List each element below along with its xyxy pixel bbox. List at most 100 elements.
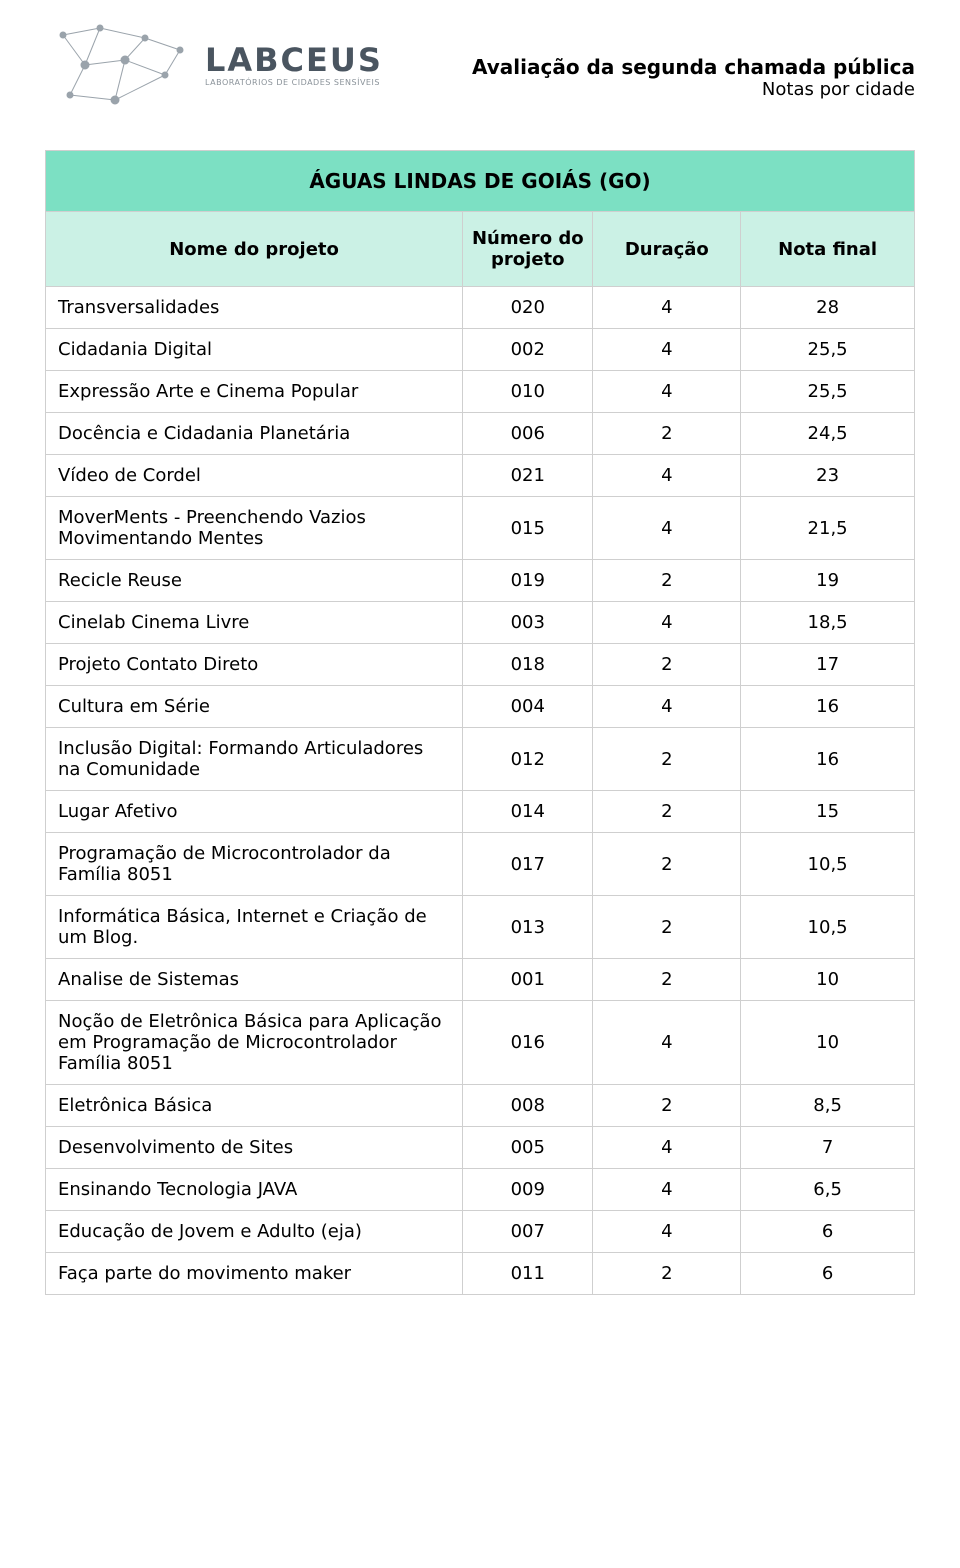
table-row: Expressão Arte e Cinema Popular010425,5 — [46, 371, 915, 413]
table-row: Projeto Contato Direto018217 — [46, 644, 915, 686]
table-row: Inclusão Digital: Formando Articuladores… — [46, 728, 915, 791]
table-row: Programação de Microcontrolador da Famíl… — [46, 833, 915, 896]
cell-final-grade: 19 — [741, 560, 915, 602]
cell-project-number: 012 — [463, 728, 593, 791]
cell-project-number: 015 — [463, 497, 593, 560]
cell-final-grade: 15 — [741, 791, 915, 833]
cell-final-grade: 10,5 — [741, 833, 915, 896]
cell-final-grade: 28 — [741, 287, 915, 329]
logo-subtitle: LABORATÓRIOS DE CIDADES SENSÍVEIS — [205, 78, 383, 87]
cell-duration: 2 — [593, 896, 741, 959]
cell-final-grade: 6,5 — [741, 1169, 915, 1211]
cell-duration: 2 — [593, 644, 741, 686]
cell-final-grade: 16 — [741, 728, 915, 791]
cell-project-name: Projeto Contato Direto — [46, 644, 463, 686]
table-row: Noção de Eletrônica Básica para Aplicaçã… — [46, 1001, 915, 1085]
table-body: Transversalidades020428Cidadania Digital… — [46, 287, 915, 1295]
cell-duration: 4 — [593, 602, 741, 644]
table-row: Desenvolvimento de Sites00547 — [46, 1127, 915, 1169]
cell-duration: 2 — [593, 833, 741, 896]
cell-project-name: Programação de Microcontrolador da Famíl… — [46, 833, 463, 896]
cell-project-name: Vídeo de Cordel — [46, 455, 463, 497]
cell-final-grade: 21,5 — [741, 497, 915, 560]
table-row: Lugar Afetivo014215 — [46, 791, 915, 833]
cell-project-name: Inclusão Digital: Formando Articuladores… — [46, 728, 463, 791]
cell-final-grade: 10 — [741, 959, 915, 1001]
logo-text: LABCEUS LABORATÓRIOS DE CIDADES SENSÍVEI… — [205, 44, 383, 87]
col-name: Nome do projeto — [46, 212, 463, 287]
table-column-headers: Nome do projeto Número do projeto Duraçã… — [46, 212, 915, 287]
table-row: Docência e Cidadania Planetária006224,5 — [46, 413, 915, 455]
logo-word: LABCEUS — [205, 44, 383, 76]
cell-final-grade: 17 — [741, 644, 915, 686]
cell-project-name: MoverMents - Preenchendo Vazios Moviment… — [46, 497, 463, 560]
cell-project-name: Lugar Afetivo — [46, 791, 463, 833]
cell-project-number: 001 — [463, 959, 593, 1001]
cell-final-grade: 6 — [741, 1253, 915, 1295]
cell-project-name: Analise de Sistemas — [46, 959, 463, 1001]
cell-duration: 4 — [593, 329, 741, 371]
cell-duration: 2 — [593, 560, 741, 602]
cell-duration: 4 — [593, 1127, 741, 1169]
header-subtitle: Notas por cidade — [472, 79, 915, 100]
logo: LABCEUS LABORATÓRIOS DE CIDADES SENSÍVEI… — [45, 20, 383, 110]
cell-duration: 4 — [593, 287, 741, 329]
cell-duration: 2 — [593, 791, 741, 833]
cell-duration: 2 — [593, 959, 741, 1001]
col-duration: Duração — [593, 212, 741, 287]
header-right: Avaliação da segunda chamada pública Not… — [472, 55, 915, 100]
header-title: Avaliação da segunda chamada pública — [472, 55, 915, 79]
cell-project-number: 017 — [463, 833, 593, 896]
cell-project-name: Faça parte do movimento maker — [46, 1253, 463, 1295]
cell-duration: 4 — [593, 686, 741, 728]
cell-project-name: Recicle Reuse — [46, 560, 463, 602]
cell-final-grade: 6 — [741, 1211, 915, 1253]
cell-duration: 4 — [593, 455, 741, 497]
cell-project-number: 005 — [463, 1127, 593, 1169]
cell-duration: 2 — [593, 1085, 741, 1127]
cell-duration: 4 — [593, 497, 741, 560]
cell-project-number: 019 — [463, 560, 593, 602]
cell-duration: 4 — [593, 1169, 741, 1211]
cell-project-number: 016 — [463, 1001, 593, 1085]
cell-duration: 2 — [593, 413, 741, 455]
cell-final-grade: 8,5 — [741, 1085, 915, 1127]
grades-table: ÁGUAS LINDAS DE GOIÁS (GO) Nome do proje… — [45, 150, 915, 1295]
cell-project-number: 014 — [463, 791, 593, 833]
cell-project-name: Informática Básica, Internet e Criação d… — [46, 896, 463, 959]
cell-project-name: Transversalidades — [46, 287, 463, 329]
cell-project-number: 020 — [463, 287, 593, 329]
cell-project-name: Ensinando Tecnologia JAVA — [46, 1169, 463, 1211]
table-row: Educação de Jovem e Adulto (eja)00746 — [46, 1211, 915, 1253]
table-row: Faça parte do movimento maker01126 — [46, 1253, 915, 1295]
table-row: Transversalidades020428 — [46, 287, 915, 329]
cell-project-number: 004 — [463, 686, 593, 728]
cell-project-name: Docência e Cidadania Planetária — [46, 413, 463, 455]
col-note: Nota final — [741, 212, 915, 287]
cell-project-name: Eletrônica Básica — [46, 1085, 463, 1127]
cell-project-number: 011 — [463, 1253, 593, 1295]
cell-final-grade: 18,5 — [741, 602, 915, 644]
cell-project-name: Cinelab Cinema Livre — [46, 602, 463, 644]
cell-final-grade: 25,5 — [741, 371, 915, 413]
cell-duration: 2 — [593, 728, 741, 791]
table-row: Cidadania Digital002425,5 — [46, 329, 915, 371]
table-row: Cinelab Cinema Livre003418,5 — [46, 602, 915, 644]
cell-final-grade: 7 — [741, 1127, 915, 1169]
cell-duration: 2 — [593, 1253, 741, 1295]
cell-project-number: 013 — [463, 896, 593, 959]
table-row: Ensinando Tecnologia JAVA00946,5 — [46, 1169, 915, 1211]
cell-project-name: Cidadania Digital — [46, 329, 463, 371]
cell-project-name: Expressão Arte e Cinema Popular — [46, 371, 463, 413]
cell-project-number: 002 — [463, 329, 593, 371]
cell-project-name: Desenvolvimento de Sites — [46, 1127, 463, 1169]
cell-project-name: Cultura em Série — [46, 686, 463, 728]
cell-project-number: 009 — [463, 1169, 593, 1211]
table-row: Eletrônica Básica00828,5 — [46, 1085, 915, 1127]
cell-project-number: 021 — [463, 455, 593, 497]
cell-duration: 4 — [593, 1001, 741, 1085]
cell-final-grade: 23 — [741, 455, 915, 497]
table-row: Analise de Sistemas001210 — [46, 959, 915, 1001]
cell-project-name: Noção de Eletrônica Básica para Aplicaçã… — [46, 1001, 463, 1085]
cell-project-number: 010 — [463, 371, 593, 413]
